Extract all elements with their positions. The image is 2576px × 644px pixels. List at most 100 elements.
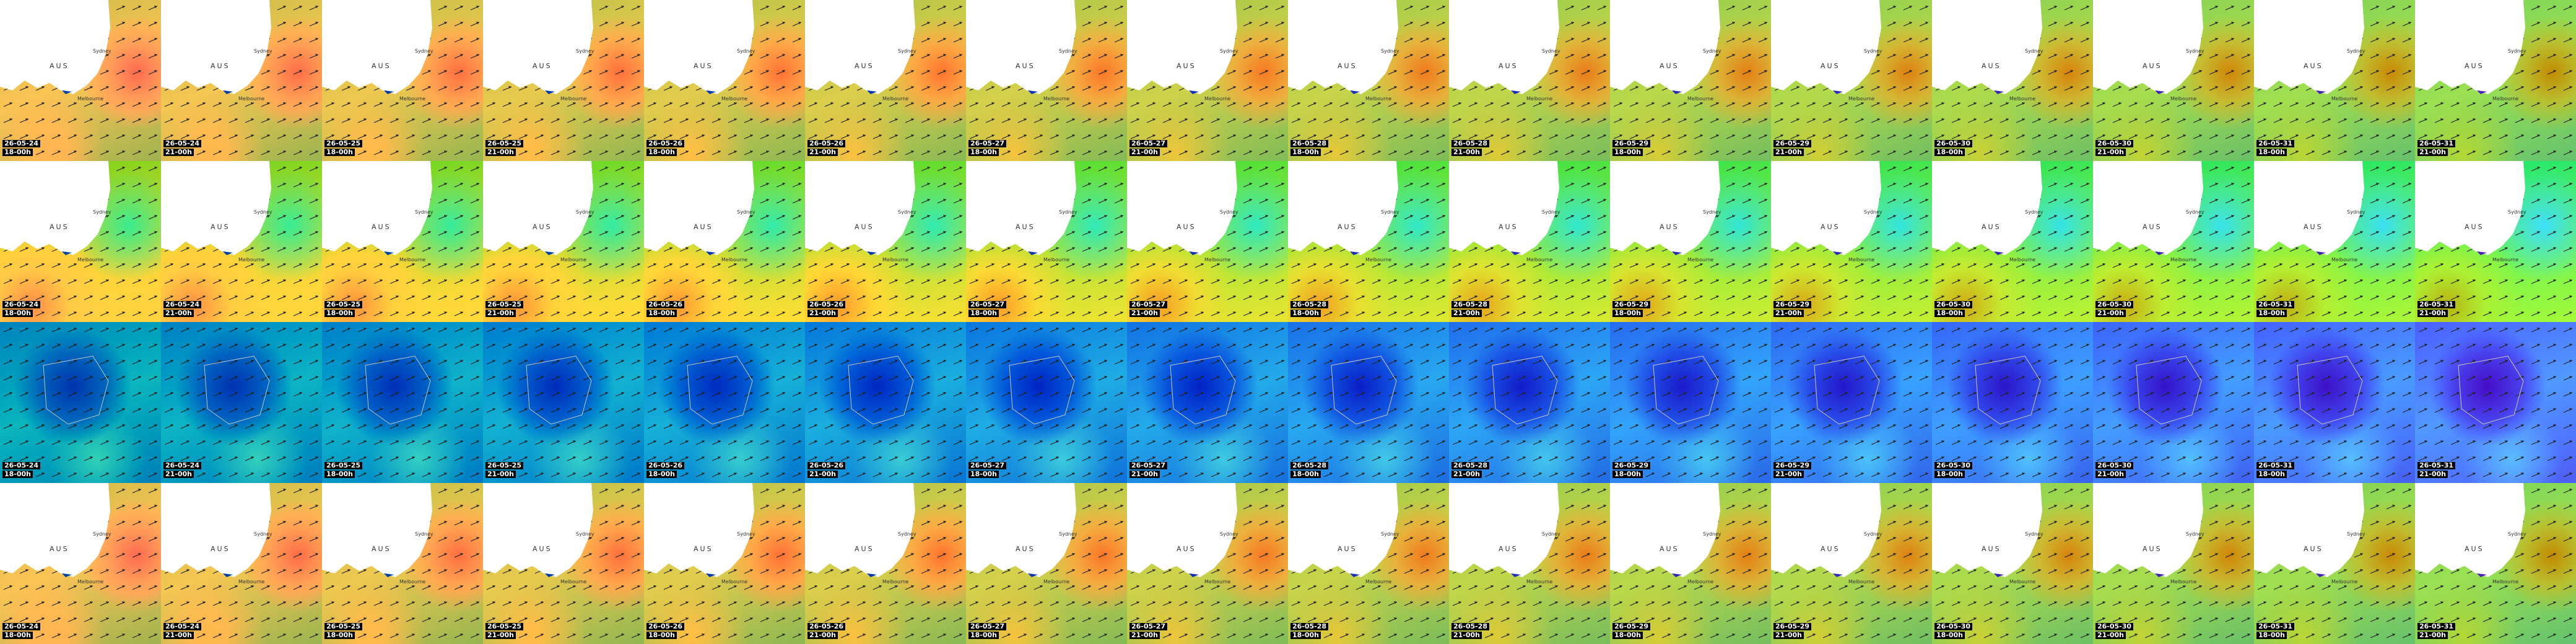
date-label: 26-05-29 [1773, 140, 1812, 147]
place-label: AUS [2304, 545, 2323, 553]
map-overlay [1127, 483, 1288, 644]
map-tile: AUS Sydney Melbourne 26-05-28 18-00h [1288, 161, 1449, 322]
land [1288, 0, 1398, 94]
coastline [1170, 355, 1236, 425]
place-label: Sydney [898, 531, 916, 537]
bay [223, 573, 233, 577]
date-label: 26-05-24 [163, 301, 202, 308]
time-label: 21-00h [1451, 632, 1482, 639]
bay [2316, 90, 2326, 94]
bay [1511, 573, 1521, 577]
date-label: 26-05-27 [1129, 623, 1168, 630]
place-label: Sydney [415, 531, 433, 537]
map-tile: 26-05-26 18-00h [644, 322, 805, 483]
date-label: 26-05-26 [807, 140, 846, 147]
place-label: Melbourne [2170, 257, 2197, 263]
date-label: 26-05-24 [2, 301, 41, 308]
map-overlay [644, 161, 805, 322]
place-label: Melbourne [1526, 96, 1553, 102]
land [1932, 0, 2042, 94]
place-label: Melbourne [2170, 96, 2197, 102]
place-label: AUS [1338, 62, 1357, 70]
bay [223, 90, 233, 94]
map-overlay [1288, 483, 1449, 644]
map-overlay [322, 161, 483, 322]
map-tile: 26-05-25 18-00h [322, 322, 483, 483]
place-label: AUS [2143, 223, 2162, 231]
land [805, 483, 915, 577]
place-label: Melbourne [1687, 96, 1714, 102]
map-tile: AUS Sydney Melbourne 26-05-29 21-00h [1771, 161, 1932, 322]
bay [1511, 90, 1521, 94]
place-label: Sydney [2347, 209, 2365, 215]
map-overlay [1610, 483, 1771, 644]
date-label: 26-05-24 [163, 462, 202, 469]
map-tile: AUS Sydney Melbourne 26-05-24 21-00h [161, 161, 322, 322]
map-tile: AUS Sydney Melbourne 26-05-29 18-00h [1610, 161, 1771, 322]
bay [1672, 251, 1682, 255]
time-label: 18-00h [1290, 471, 1321, 478]
map-overlay [322, 483, 483, 644]
place-label: AUS [1982, 223, 2001, 231]
map-overlay [644, 0, 805, 161]
time-label: 18-00h [968, 310, 999, 317]
date-label: 26-05-28 [1290, 623, 1329, 630]
time-label: 18-00h [968, 149, 999, 156]
land [1449, 0, 1559, 94]
date-label: 26-05-25 [485, 301, 524, 308]
map-overlay [1288, 161, 1449, 322]
map-tile: AUS Sydney Melbourne 26-05-30 21-00h [2093, 0, 2254, 161]
place-label: Melbourne [2331, 96, 2358, 102]
time-label: 21-00h [1773, 149, 1804, 156]
bay [1511, 251, 1521, 255]
place-label: Sydney [2186, 531, 2204, 537]
place-label: Sydney [2347, 48, 2365, 54]
map-overlay [966, 161, 1127, 322]
bay [706, 573, 716, 577]
map-overlay [2093, 0, 2254, 161]
place-label: Melbourne [1043, 96, 1070, 102]
land [1932, 161, 2042, 255]
place-label: AUS [1177, 223, 1196, 231]
place-label: Sydney [1381, 531, 1399, 537]
time-label: 18-00h [2, 632, 33, 639]
place-label: AUS [855, 62, 874, 70]
date-label: 26-05-29 [1612, 301, 1651, 308]
land [805, 161, 915, 255]
date-label: 26-05-30 [2095, 140, 2134, 147]
land [2254, 483, 2364, 577]
place-label: Sydney [737, 48, 755, 54]
place-label: AUS [1660, 62, 1679, 70]
place-label: Melbourne [77, 579, 104, 585]
land [1771, 161, 1881, 255]
place-label: Melbourne [560, 579, 587, 585]
time-label: 21-00h [1129, 471, 1160, 478]
map-tile: 26-05-25 21-00h [483, 322, 644, 483]
place-label: AUS [1821, 62, 1840, 70]
map-overlay [161, 322, 322, 483]
map-tile: AUS Sydney Melbourne 26-05-25 18-00h [322, 0, 483, 161]
place-label: Sydney [1059, 209, 1077, 215]
land [1127, 0, 1237, 94]
bay [545, 573, 555, 577]
time-label: 18-00h [2256, 310, 2287, 317]
place-label: AUS [2143, 62, 2162, 70]
place-label: Sydney [1059, 531, 1077, 537]
place-label: Melbourne [2492, 579, 2519, 585]
date-label: 26-05-30 [2095, 301, 2134, 308]
place-label: Melbourne [2492, 96, 2519, 102]
date-label: 26-05-31 [2417, 462, 2456, 469]
map-tile: AUS Sydney Melbourne 26-05-24 21-00h [161, 0, 322, 161]
land [644, 0, 754, 94]
land [161, 0, 271, 94]
place-label: Sydney [2186, 209, 2204, 215]
map-overlay [1932, 483, 2093, 644]
land [1610, 161, 1720, 255]
place-label: AUS [211, 62, 230, 70]
date-label: 26-05-26 [646, 140, 685, 147]
coastline [526, 355, 592, 425]
wind-arrows [0, 322, 161, 483]
land [2254, 161, 2364, 255]
date-label: 26-05-30 [1934, 462, 1973, 469]
map-tile: 26-05-29 21-00h [1771, 322, 1932, 483]
